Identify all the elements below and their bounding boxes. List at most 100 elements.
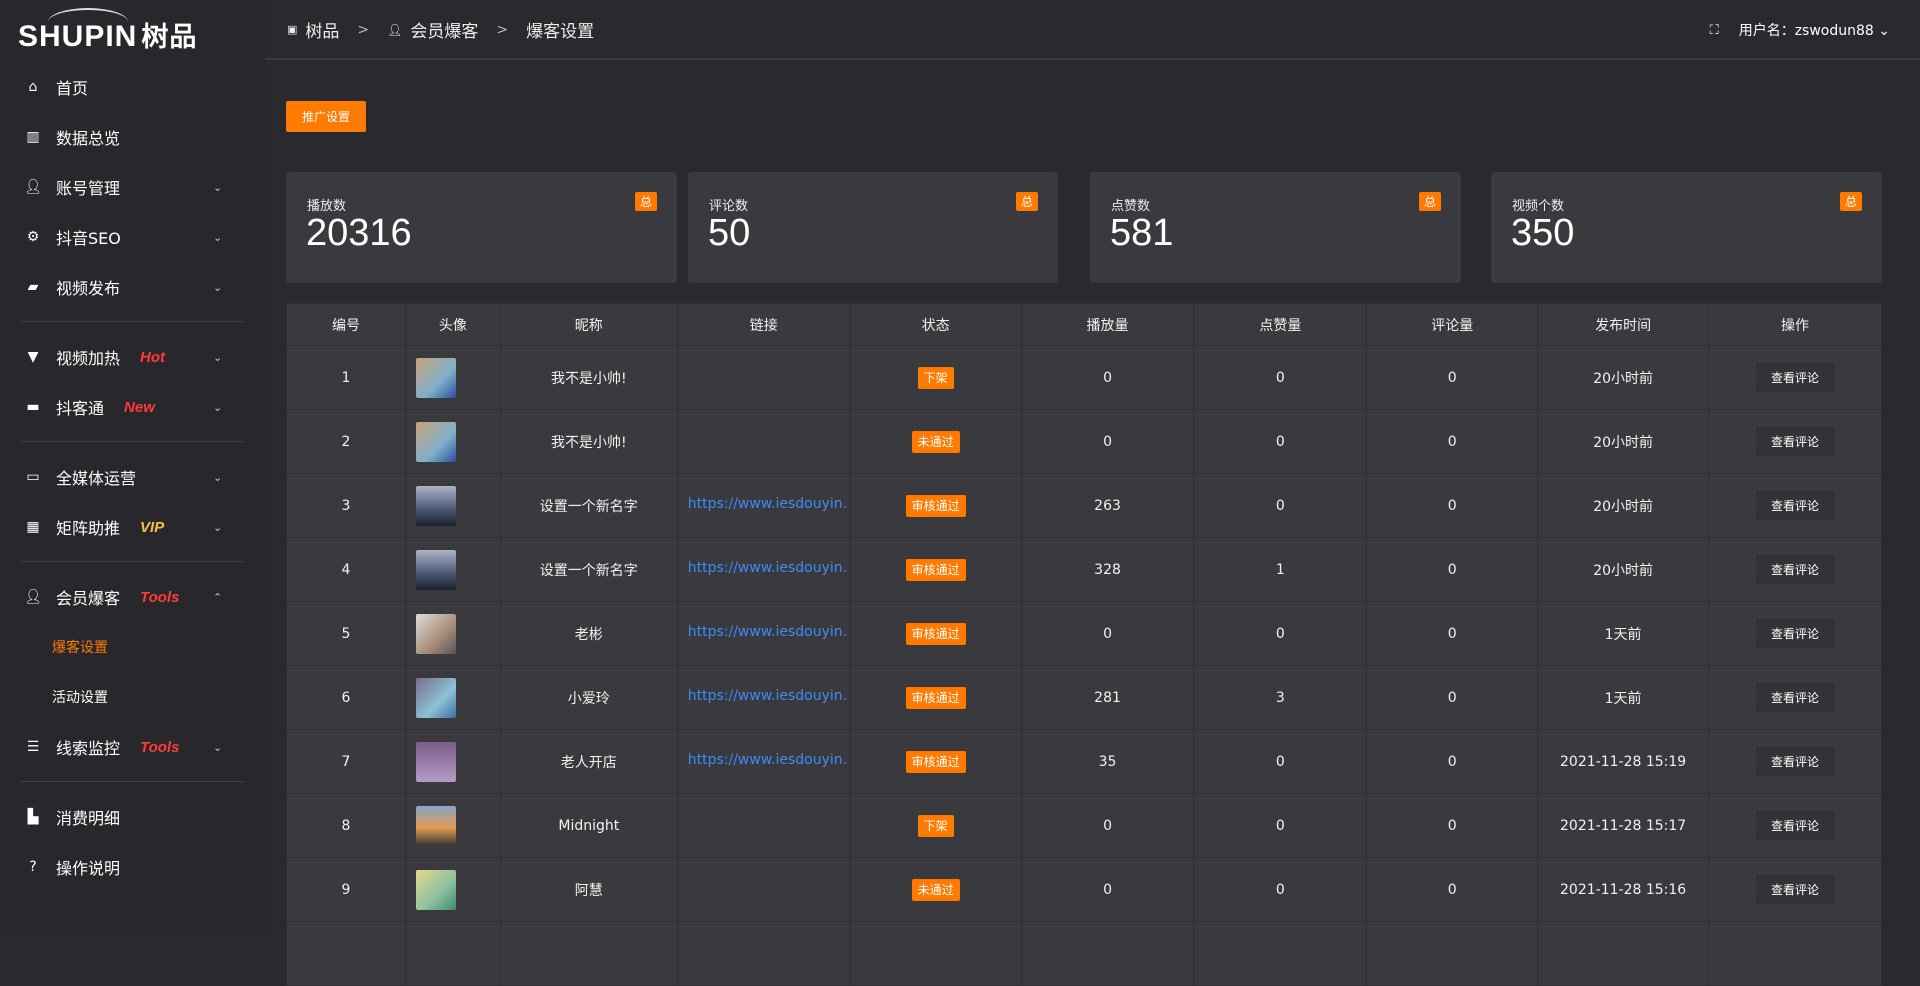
view-comments-button[interactable]: 查看评论	[1756, 619, 1835, 648]
play-count: 35	[1020, 729, 1195, 794]
sidebar-item[interactable]: 👤︎ 账号管理 ⌄	[0, 162, 265, 212]
divider	[20, 561, 245, 562]
sidebar-item[interactable]: ⌂ 首页	[0, 62, 265, 112]
sign-icon: ▼	[27, 349, 39, 365]
sidebar-item[interactable]: ▼ 视频加热 Hot ⌄	[0, 332, 265, 382]
sidebar-item[interactable]: ▙ 消费明细	[0, 792, 265, 842]
sidebar-item[interactable]: ☰ 线索监控 Tools ⌄	[0, 722, 265, 772]
video-link[interactable]: https://www.iesdouyin.c	[687, 687, 848, 704]
publish-time: 20小时前	[1537, 537, 1710, 602]
play-count: 0	[1020, 793, 1195, 858]
sidebar-item[interactable]: 👤︎ 会员爆客 Tools ⌃	[0, 572, 265, 622]
chat-icon: ▬	[26, 399, 40, 415]
play-count: 0	[1020, 601, 1195, 666]
action-cell: 查看评论	[1708, 537, 1882, 602]
sidebar-subitem[interactable]: 爆客设置	[52, 640, 108, 656]
view-comments-button[interactable]: 查看评论	[1756, 363, 1835, 392]
link-cell: https://www.iesdouyin.c	[676, 473, 851, 538]
promo-settings-button[interactable]: 推广设置	[286, 101, 366, 132]
nickname: 我不是小帅!	[499, 345, 678, 410]
like-count: 0	[1193, 601, 1368, 666]
view-comments-button[interactable]: 查看评论	[1756, 811, 1835, 840]
status-cell: 下架	[849, 345, 1022, 410]
link-cell: https://www.iesdouyin.c	[676, 665, 851, 730]
avatar	[415, 677, 456, 718]
logo: SHUPIN 树品	[18, 8, 197, 54]
column-header: 昵称	[499, 303, 678, 346]
status-cell: 未通过	[849, 409, 1022, 474]
sidebar-item[interactable]: ▦ 矩阵助推 VIP ⌄	[0, 502, 265, 552]
publish-time: 1天前	[1537, 601, 1710, 666]
play-count: 0	[1020, 857, 1195, 922]
sidebar-item-label: 操作说明	[56, 859, 121, 878]
status-cell: 审核通过	[849, 601, 1022, 666]
view-comments-button[interactable]: 查看评论	[1756, 555, 1835, 584]
stat-label: 视频个数	[1512, 199, 1565, 214]
like-count: 0	[1193, 473, 1368, 538]
sidebar: SHUPIN 树品 ⌂ 首页 ▥ 数据总览 👤︎ 账号管理 ⌄ ⚙ 抖音SEO ⌄ ▰ 视频发布 ⌄ ▼ 视频…	[0, 0, 265, 936]
comment-count: 0	[1366, 729, 1539, 794]
status-badge: 下架	[917, 815, 954, 837]
status-badge: 下架	[917, 367, 954, 389]
user-menu[interactable]: 用户名：zswodun88 ⌄	[1739, 20, 1890, 40]
view-comments-button[interactable]: 查看评论	[1756, 747, 1835, 776]
chevron-down-icon: ⌄	[213, 280, 223, 294]
sidebar-item[interactable]: ▥ 数据总览	[0, 112, 265, 162]
sidebar-item[interactable]: ⚙ 抖音SEO ⌄	[0, 212, 265, 262]
video-link[interactable]: https://www.iesdouyin.c	[687, 623, 848, 640]
publish-time: 20小时前	[1537, 473, 1710, 538]
view-comments-button[interactable]: 查看评论	[1756, 875, 1835, 904]
avatar-cell	[404, 729, 501, 794]
status-cell: 审核通过	[849, 473, 1022, 538]
nickname: 老人开店	[499, 729, 678, 794]
sidebar-item-label: 视频加热	[56, 349, 121, 368]
user-icon: 👤︎	[387, 22, 403, 37]
wallet-icon: ▙	[27, 809, 39, 825]
comment-count: 0	[1366, 345, 1539, 410]
avatar	[415, 485, 456, 526]
sidebar-item-label: 全媒体运营	[56, 469, 137, 488]
table-row: 6 小爱玲 https://www.iesdouyin.c 审核通过 281 3…	[286, 665, 1882, 730]
row-id: 6	[286, 665, 406, 730]
sidebar-tag: Tools	[140, 588, 180, 606]
view-comments-button[interactable]: 查看评论	[1756, 491, 1835, 520]
comment-count: 0	[1366, 601, 1539, 666]
table-row: 9 阿慧 未通过 0 0 0 2021-11-28 15:16 查看评论	[286, 857, 1882, 922]
table-row: 5 老彬 https://www.iesdouyin.c 审核通过 0 0 0 …	[286, 601, 1882, 666]
sidebar-item[interactable]: ▭ 全媒体运营 ⌄	[0, 452, 265, 502]
row-id: 9	[286, 857, 406, 922]
play-count: 0	[1020, 345, 1195, 410]
sidebar-item[interactable]: ? 操作说明	[0, 842, 265, 892]
video-link[interactable]: https://www.iesdouyin.c	[687, 495, 848, 512]
total-badge: 总	[1839, 192, 1862, 211]
breadcrumb-item[interactable]: 树品	[305, 22, 340, 42]
separator-icon: >	[496, 21, 509, 38]
link-cell: https://www.iesdouyin.c	[676, 729, 851, 794]
chevron-down-icon: ⌄	[213, 180, 223, 194]
link-cell	[676, 345, 851, 410]
status-cell: 审核通过	[849, 665, 1022, 730]
chevron-down-icon: ⌄	[213, 230, 223, 244]
sidebar-item[interactable]: ▬ 抖客通 New ⌄	[0, 382, 265, 432]
publish-time: 2021-11-28 15:17	[1537, 793, 1710, 858]
gear-icon: ⚙	[26, 229, 40, 245]
sidebar-subitem[interactable]: 活动设置	[52, 690, 108, 706]
row-id: 3	[286, 473, 406, 538]
column-header: 点赞量	[1193, 303, 1368, 346]
video-link[interactable]: https://www.iesdouyin.c	[687, 559, 848, 576]
fullscreen-icon[interactable]: ⛶	[1709, 22, 1719, 38]
like-count: 0	[1193, 729, 1368, 794]
stat-label: 评论数	[709, 199, 749, 214]
action-cell: 查看评论	[1708, 857, 1882, 922]
stat-value: 50	[708, 212, 751, 254]
publish-time: 2021-11-28 15:19	[1537, 729, 1710, 794]
view-comments-button[interactable]: 查看评论	[1756, 427, 1835, 456]
sidebar-item-label: 抖音SEO	[56, 229, 121, 248]
video-link[interactable]: https://www.iesdouyin.c	[687, 751, 848, 768]
action-cell: 查看评论	[1708, 793, 1882, 858]
table-row: 8 Midnight 下架 0 0 0 2021-11-28 15:17 查看评…	[286, 793, 1882, 858]
sidebar-item[interactable]: ▰ 视频发布 ⌄	[0, 262, 265, 312]
breadcrumb-item[interactable]: 会员爆客	[410, 22, 479, 42]
view-comments-button[interactable]: 查看评论	[1756, 683, 1835, 712]
camera-icon: ▰	[27, 279, 39, 295]
